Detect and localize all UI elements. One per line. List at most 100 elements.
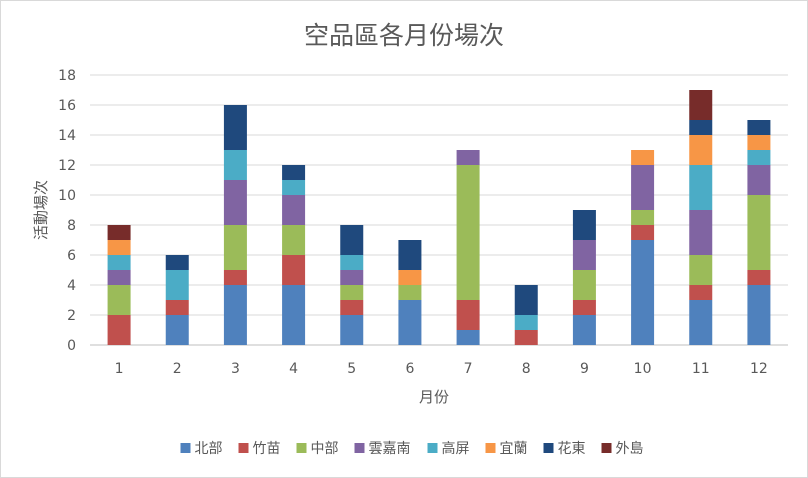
bar-segment — [165, 255, 189, 270]
legend-item: 雲嘉南 — [354, 441, 411, 457]
bar-segment — [223, 180, 247, 225]
bar-segment — [340, 225, 364, 255]
legend-item: 中部 — [296, 441, 339, 457]
x-tick-label: 1 — [115, 361, 124, 377]
y-axis-label: 活動場次 — [32, 180, 50, 240]
legend-label: 雲嘉南 — [369, 441, 411, 457]
bar-segment — [456, 330, 480, 345]
chart-title: 空品區各月份場次 — [304, 21, 504, 50]
legend-label: 中部 — [311, 441, 339, 457]
legend-swatch — [543, 443, 554, 453]
bar-segment — [107, 315, 131, 345]
y-tick-label: 10 — [58, 188, 76, 204]
legend-label: 北部 — [195, 441, 223, 457]
bars-group — [107, 90, 771, 345]
bar-segment — [107, 270, 131, 285]
legend-label: 外島 — [616, 441, 644, 457]
bar-segment — [282, 165, 306, 180]
bar-segment — [689, 120, 713, 135]
bar-segment — [398, 240, 422, 270]
legend-item: 北部 — [180, 441, 223, 457]
bar-segment — [282, 255, 306, 285]
bar-segment — [165, 270, 189, 300]
bar-segment — [456, 300, 480, 330]
x-tick-label: 4 — [289, 361, 298, 377]
bar-segment — [689, 135, 713, 165]
bar-segment — [165, 315, 189, 345]
legend-swatch — [601, 443, 612, 453]
legend-item: 宜蘭 — [485, 441, 528, 457]
bar-segment — [689, 285, 713, 300]
bar-segment — [631, 210, 655, 225]
y-tick-label: 4 — [67, 278, 76, 294]
bar-segment — [747, 195, 771, 270]
bar-segment — [747, 165, 771, 195]
bar-segment — [340, 285, 364, 300]
bar-segment — [282, 180, 306, 195]
bar-segment — [631, 240, 655, 345]
bar-segment — [456, 165, 480, 300]
x-tick-label: 7 — [464, 361, 473, 377]
gridlines — [90, 74, 788, 346]
bar-segment — [514, 315, 538, 330]
x-tick-label: 12 — [750, 361, 768, 377]
bar-segment — [631, 150, 655, 165]
bar-segment — [631, 165, 655, 210]
legend-swatch — [485, 443, 496, 453]
legend-swatch — [427, 443, 438, 453]
bar-segment — [282, 195, 306, 225]
x-tick-label: 11 — [692, 361, 710, 377]
bar-segment — [456, 150, 480, 165]
bar-segment — [398, 270, 422, 285]
bar-segment — [747, 120, 771, 135]
y-tick-label: 2 — [67, 308, 76, 324]
bar-segment — [223, 150, 247, 180]
bar-segment — [340, 300, 364, 315]
bar-segment — [689, 90, 713, 120]
x-tick-label: 8 — [522, 361, 531, 377]
legend-item: 花東 — [543, 441, 586, 457]
legend-item: 高屏 — [427, 440, 470, 457]
bar-segment — [572, 300, 596, 315]
x-tick-label: 6 — [405, 361, 414, 377]
bar-segment — [107, 240, 131, 255]
x-axis-label: 月份 — [419, 388, 449, 406]
bar-segment — [282, 285, 306, 345]
bar-segment — [340, 270, 364, 285]
bar-segment — [747, 285, 771, 345]
bar-segment — [631, 225, 655, 240]
y-tick-label: 16 — [58, 98, 76, 114]
legend-swatch — [238, 443, 249, 453]
bar-segment — [223, 270, 247, 285]
bar-segment — [514, 330, 538, 345]
bar-segment — [223, 225, 247, 270]
legend-swatch — [354, 443, 365, 453]
bar-segment — [689, 165, 713, 210]
bar-segment — [107, 225, 131, 240]
x-tick-label: 2 — [173, 361, 182, 377]
bar-segment — [689, 255, 713, 285]
legend-label: 高屏 — [442, 440, 470, 457]
bar-segment — [107, 285, 131, 315]
legend-swatch — [296, 443, 307, 453]
bar-segment — [223, 285, 247, 345]
bar-segment — [165, 300, 189, 315]
bar-segment — [282, 225, 306, 255]
y-axis-ticks: 0 2 4 6 8 10 12 14 16 18 — [58, 68, 76, 354]
y-tick-label: 14 — [58, 128, 76, 144]
bar-segment — [340, 315, 364, 345]
x-tick-label: 10 — [634, 361, 652, 377]
bar-segment — [747, 270, 771, 285]
bar-segment — [340, 255, 364, 270]
bar-segment — [747, 150, 771, 165]
y-tick-label: 6 — [67, 248, 76, 264]
bar-segment — [398, 300, 422, 345]
bar-segment — [107, 255, 131, 270]
y-tick-label: 0 — [67, 338, 76, 354]
legend-label: 宜蘭 — [500, 441, 528, 457]
bar-segment — [398, 285, 422, 300]
x-tick-label: 5 — [347, 361, 356, 377]
bar-segment — [572, 240, 596, 270]
